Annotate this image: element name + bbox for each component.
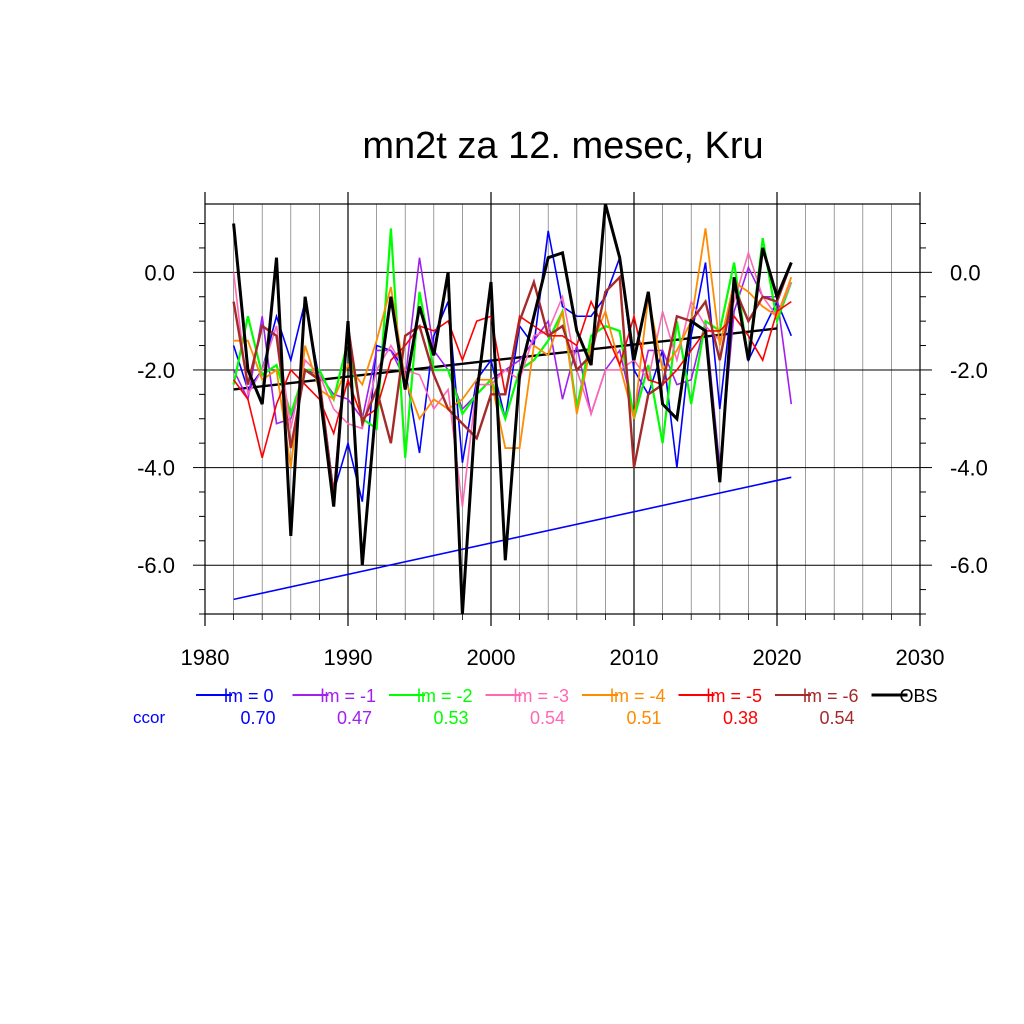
- legend-label: lm = -1: [321, 686, 377, 706]
- series-line: [232, 250, 793, 507]
- x-tick-label: 2030: [896, 645, 945, 670]
- trend-line: [233, 476, 792, 601]
- x-tick-label: 1980: [181, 645, 230, 670]
- series-line: [232, 203, 793, 615]
- x-tick-label: 1990: [324, 645, 373, 670]
- y-tick-label-left: 0.0: [144, 260, 175, 285]
- series-line: [233, 228, 793, 468]
- chart-title: mn2t za 12. mesec, Kru: [362, 125, 763, 167]
- legend-label: lm = -5: [707, 686, 763, 706]
- y-tick-label-left: -6.0: [137, 553, 175, 578]
- plot-frame: [204, 203, 921, 615]
- axis-ticks: 1980 1990 2000 2010 2020 2030 0.0 0.0 -2.0 -2.0 -4…: [137, 192, 988, 670]
- ccor-value: 0.70: [240, 708, 275, 728]
- ccor-value: 0.54: [819, 708, 854, 728]
- series-line: [232, 228, 793, 458]
- x-tick-label: 2000: [467, 645, 516, 670]
- ccor-value: 0.54: [530, 708, 565, 728]
- y-tick-label-right: -6.0: [950, 553, 988, 578]
- ccor-value: 0.51: [626, 708, 661, 728]
- ccor-value: 0.53: [433, 708, 468, 728]
- ccor-value: 0.47: [337, 708, 372, 728]
- ccor-value: 0.38: [723, 708, 758, 728]
- legend-label: lm = -3: [514, 686, 570, 706]
- y-tick-label-right: 0.0: [950, 260, 981, 285]
- legend-label: lm = 0: [224, 686, 274, 706]
- series-lines: [232, 203, 793, 615]
- y-tick-label-right: -2.0: [950, 358, 988, 383]
- y-tick-label-left: -2.0: [137, 358, 175, 383]
- y-tick-label-right: -4.0: [950, 456, 988, 481]
- legend-label: lm = -6: [803, 686, 859, 706]
- legend-label: OBS: [900, 686, 938, 706]
- y-tick-label-left: -4.0: [137, 456, 175, 481]
- legend-label: lm = -4: [610, 686, 666, 706]
- ccor-label: ccor: [133, 708, 165, 727]
- x-tick-label: 2010: [610, 645, 659, 670]
- grid: [205, 204, 920, 614]
- legend-label: lm = -2: [417, 686, 473, 706]
- x-tick-label: 2020: [753, 645, 802, 670]
